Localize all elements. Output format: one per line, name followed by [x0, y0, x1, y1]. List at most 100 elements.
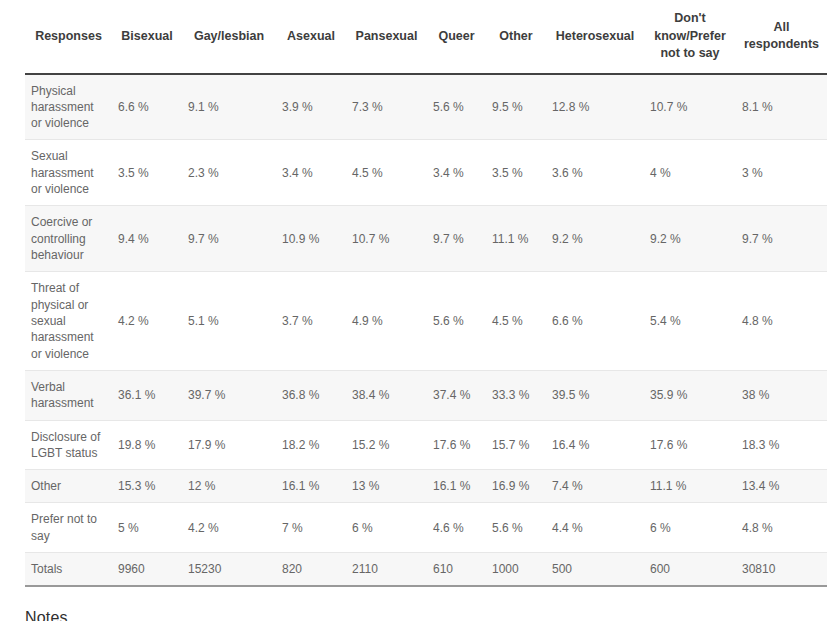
- table-cell: 12.8 %: [546, 74, 644, 140]
- table-cell: 820: [276, 553, 346, 587]
- row-label: Other: [25, 470, 112, 503]
- column-header-3: Asexual: [276, 0, 346, 74]
- column-header-0: Responses: [25, 0, 112, 74]
- table-cell: 4 %: [644, 140, 736, 206]
- table-cell: 3.7 %: [276, 272, 346, 371]
- table-cell: 16.4 %: [546, 420, 644, 470]
- table-cell: 5.6 %: [427, 74, 486, 140]
- table-cell: 4.6 %: [427, 503, 486, 553]
- table-cell: 18.2 %: [276, 420, 346, 470]
- column-header-4: Pansexual: [346, 0, 427, 74]
- table-cell: 11.1 %: [486, 206, 546, 272]
- column-header-8: Don't know/Prefer not to say: [644, 0, 736, 74]
- table-cell: 4.8 %: [736, 272, 827, 371]
- table-cell: 5.6 %: [427, 272, 486, 371]
- table-cell: 9.7 %: [736, 206, 827, 272]
- table-cell: 4.5 %: [486, 272, 546, 371]
- column-header-6: Other: [486, 0, 546, 74]
- table-row: Physical harassment or violence6.6 %9.1 …: [25, 74, 827, 140]
- row-label: Physical harassment or violence: [25, 74, 112, 140]
- column-header-1: Bisexual: [112, 0, 182, 74]
- row-label: Threat of physical or sexual harassment …: [25, 272, 112, 371]
- column-header-2: Gay/lesbian: [182, 0, 276, 74]
- table-cell: 16.9 %: [486, 470, 546, 503]
- table-cell: 36.1 %: [112, 370, 182, 420]
- table-cell: 4.5 %: [346, 140, 427, 206]
- table-cell: 39.5 %: [546, 370, 644, 420]
- table-cell: 16.1 %: [427, 470, 486, 503]
- table-row: Other15.3 %12 %16.1 %13 %16.1 %16.9 %7.4…: [25, 470, 827, 503]
- table-cell: 5.1 %: [182, 272, 276, 371]
- table-cell: 7.3 %: [346, 74, 427, 140]
- table-cell: 3.9 %: [276, 74, 346, 140]
- table-cell: 5 %: [112, 503, 182, 553]
- row-label: Sexual harassment or violence: [25, 140, 112, 206]
- table-cell: 9.2 %: [546, 206, 644, 272]
- table-row: Verbal harassment36.1 %39.7 %36.8 %38.4 …: [25, 370, 827, 420]
- table-cell: 3 %: [736, 140, 827, 206]
- table-cell: 10.7 %: [346, 206, 427, 272]
- table-row: Sexual harassment or violence3.5 %2.3 %3…: [25, 140, 827, 206]
- table-cell: 10.9 %: [276, 206, 346, 272]
- row-label: Verbal harassment: [25, 370, 112, 420]
- table-cell: 5.6 %: [486, 503, 546, 553]
- column-header-5: Queer: [427, 0, 486, 74]
- notes-heading: Notes: [25, 609, 827, 621]
- table-cell: 11.1 %: [644, 470, 736, 503]
- table-cell: 39.7 %: [182, 370, 276, 420]
- row-label: Totals: [25, 553, 112, 587]
- table-cell: 9.7 %: [182, 206, 276, 272]
- column-header-7: Heterosexual: [546, 0, 644, 74]
- row-label: Disclosure of LGBT status: [25, 420, 112, 470]
- table-cell: 17.9 %: [182, 420, 276, 470]
- table-cell: 13.4 %: [736, 470, 827, 503]
- table-cell: 4.2 %: [182, 503, 276, 553]
- table-cell: 18.3 %: [736, 420, 827, 470]
- table-cell: 19.8 %: [112, 420, 182, 470]
- table-cell: 600: [644, 553, 736, 587]
- table-cell: 9.5 %: [486, 74, 546, 140]
- table-cell: 7.4 %: [546, 470, 644, 503]
- results-table: ResponsesBisexualGay/lesbianAsexualPanse…: [25, 0, 827, 587]
- row-label: Coercive or controlling behaviour: [25, 206, 112, 272]
- table-cell: 15230: [182, 553, 276, 587]
- table-row: Threat of physical or sexual harassment …: [25, 272, 827, 371]
- table-cell: 9960: [112, 553, 182, 587]
- table-cell: 38.4 %: [346, 370, 427, 420]
- table-cell: 7 %: [276, 503, 346, 553]
- table-cell: 3.5 %: [112, 140, 182, 206]
- table-cell: 6 %: [346, 503, 427, 553]
- table-cell: 6.6 %: [546, 272, 644, 371]
- report-page: ResponsesBisexualGay/lesbianAsexualPanse…: [0, 0, 827, 621]
- table-cell: 17.6 %: [427, 420, 486, 470]
- table-cell: 9.2 %: [644, 206, 736, 272]
- table-row: Coercive or controlling behaviour9.4 %9.…: [25, 206, 827, 272]
- table-cell: 10.7 %: [644, 74, 736, 140]
- table-cell: 6 %: [644, 503, 736, 553]
- table-cell: 15.7 %: [486, 420, 546, 470]
- table-cell: 4.8 %: [736, 503, 827, 553]
- table-row: Disclosure of LGBT status19.8 %17.9 %18.…: [25, 420, 827, 470]
- table-cell: 3.6 %: [546, 140, 644, 206]
- table-row: Prefer not to say5 %4.2 %7 %6 %4.6 %5.6 …: [25, 503, 827, 553]
- table-cell: 12 %: [182, 470, 276, 503]
- table-cell: 3.4 %: [427, 140, 486, 206]
- table-cell: 3.4 %: [276, 140, 346, 206]
- table-cell: 35.9 %: [644, 370, 736, 420]
- table-cell: 9.7 %: [427, 206, 486, 272]
- table-cell: 37.4 %: [427, 370, 486, 420]
- table-cell: 9.4 %: [112, 206, 182, 272]
- table-cell: 9.1 %: [182, 74, 276, 140]
- table-cell: 610: [427, 553, 486, 587]
- table-cell: 8.1 %: [736, 74, 827, 140]
- table-cell: 6.6 %: [112, 74, 182, 140]
- totals-row: Totals9960152308202110610100050060030810: [25, 553, 827, 587]
- table-cell: 38 %: [736, 370, 827, 420]
- table-cell: 17.6 %: [644, 420, 736, 470]
- table-cell: 2110: [346, 553, 427, 587]
- table-header-row: ResponsesBisexualGay/lesbianAsexualPanse…: [25, 0, 827, 74]
- table-cell: 4.9 %: [346, 272, 427, 371]
- table-cell: 500: [546, 553, 644, 587]
- column-header-9: All respondents: [736, 0, 827, 74]
- table-cell: 1000: [486, 553, 546, 587]
